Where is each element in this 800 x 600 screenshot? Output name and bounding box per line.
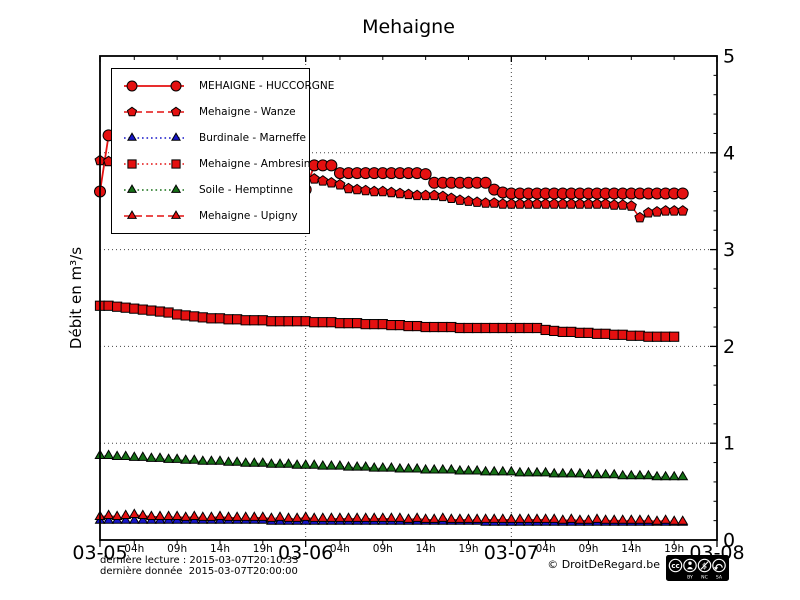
legend-item: Soile - Hemptinne	[121, 182, 309, 198]
x-hour-tick-label: 04h	[330, 543, 350, 555]
nc-icon	[697, 558, 712, 573]
legend-label: Mehaigne - Wanze	[199, 106, 296, 118]
legend-item: Mehaigne - Ambresin	[121, 156, 311, 172]
x-hour-tick-label: 09h	[373, 543, 393, 555]
by-icon	[683, 558, 697, 573]
legend-label: MEHAIGNE - HUCCORGNE	[199, 80, 335, 92]
by-person-head-icon	[688, 561, 692, 565]
x-hour-tick-label: 04h	[124, 543, 144, 555]
sa-label: SA	[716, 575, 723, 581]
x-hour-tick-label: 09h	[578, 543, 598, 555]
legend-sample-wanze-icon	[124, 106, 184, 117]
last-data-text: dernière donnée 2015-03-07T20:00:00	[100, 566, 298, 577]
legend-item: MEHAIGNE - HUCCORGNE	[121, 78, 334, 94]
last-reading-text: dernière lecture : 2015-03-07T20:10:33	[100, 555, 299, 566]
x-hour-tick-label: 14h	[210, 543, 230, 555]
legend-item: Mehaigne - Wanze	[121, 104, 309, 120]
legend-sample-ambresin-icon	[124, 159, 184, 169]
series-3	[94, 300, 680, 342]
legend-sample-huccorgne-icon	[124, 80, 184, 92]
series-5	[94, 508, 689, 525]
x-hour-tick-label: 19h	[458, 543, 478, 555]
legend-item: Burdinale - Marneffe	[121, 130, 309, 146]
legend-label: Mehaigne - Upigny	[199, 210, 298, 222]
y-tick-label: 5	[723, 46, 735, 68]
sa-arrow-icon	[715, 563, 723, 568]
badge-background	[666, 555, 729, 581]
nc-slash-icon	[700, 561, 709, 570]
by-person-body-icon	[687, 567, 693, 570]
by-label: BY	[687, 575, 693, 581]
legend-label: Burdinale - Marneffe	[199, 132, 306, 144]
legend-label: Mehaigne - Ambresin	[199, 158, 311, 170]
cc-by-nc-sa-badge: cc $ BY NC SA	[666, 555, 729, 581]
x-hour-tick-label: 19h	[664, 543, 684, 555]
y-tick-label: 0	[723, 530, 735, 552]
x-day-tick-label: 03-06	[278, 542, 333, 564]
x-hour-tick-label: 04h	[536, 543, 556, 555]
y-tick-label: 4	[723, 142, 735, 164]
sa-arrowhead-icon	[713, 567, 719, 571]
page-title: Mehaigne	[362, 16, 455, 38]
sa-icon	[712, 558, 726, 573]
legend-label: Soile - Hemptinne	[199, 184, 293, 196]
cc-icon	[668, 558, 683, 573]
legend-item: Mehaigne - Upigny	[121, 208, 309, 224]
x-day-tick-label: 03-07	[484, 542, 539, 564]
legend-sample-marneffe-icon	[124, 132, 184, 141]
copyright-text: © DroitDeRegard.be	[547, 558, 660, 571]
series-4	[94, 449, 689, 481]
nc-label: NC	[701, 575, 708, 581]
y-tick-label: 3	[723, 239, 735, 261]
y-tick-label: 2	[723, 336, 735, 358]
x-hour-tick-label: 09h	[167, 543, 187, 555]
cc-icon-text: cc	[671, 562, 679, 570]
legend-box: MEHAIGNE - HUCCORGNE Mehaigne - Wanze Bu…	[111, 68, 334, 234]
x-hour-tick-label: 14h	[621, 543, 641, 555]
x-hour-tick-label: 19h	[253, 543, 273, 555]
x-day-tick-label: 03-05	[72, 542, 127, 564]
legend-sample-hemptinne-icon	[124, 184, 184, 193]
x-hour-tick-label: 14h	[416, 543, 436, 555]
legend-sample-upigny-icon	[124, 210, 184, 219]
y-axis-label: Débit en m³/s	[67, 246, 85, 350]
y-tick-label: 1	[723, 433, 735, 455]
